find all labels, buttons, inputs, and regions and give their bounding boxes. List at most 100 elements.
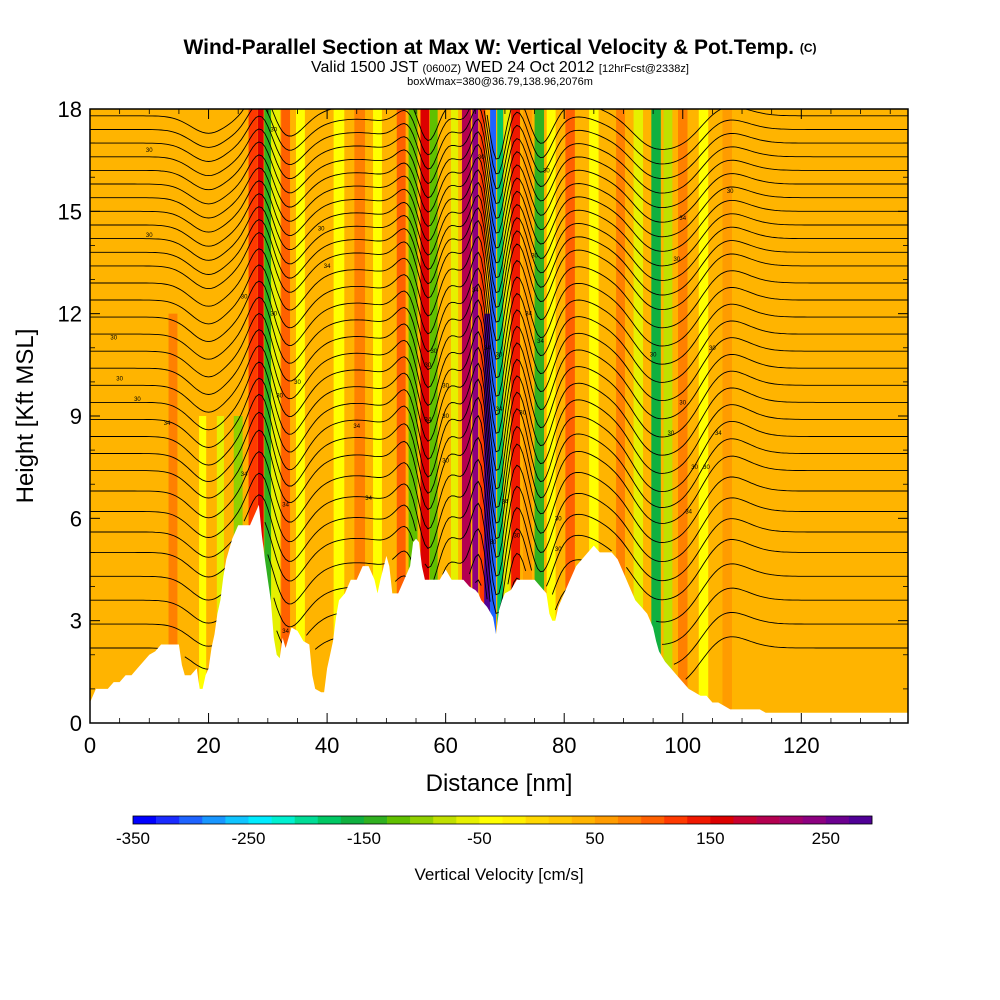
contour-label: 30 <box>442 458 449 464</box>
theta-contour <box>90 251 908 360</box>
contour-label: 30 <box>430 349 437 355</box>
theta-contour <box>90 378 908 509</box>
velocity-band <box>257 109 264 723</box>
colorbar-swatch <box>710 816 734 824</box>
x-tick-label: 20 <box>196 733 220 758</box>
colorbar-swatch <box>594 816 619 824</box>
velocity-band <box>722 109 732 723</box>
theta-contour <box>90 553 908 645</box>
velocity-band <box>663 109 673 723</box>
colorbar-swatch <box>525 816 549 824</box>
x-tick-label: 60 <box>433 733 457 758</box>
contour-label: 30 <box>134 397 141 403</box>
contour-label: 34 <box>282 503 289 509</box>
velocity-band <box>762 109 781 723</box>
colorbar-swatch <box>271 816 295 824</box>
contour-label: 30 <box>691 465 698 471</box>
colorbar-swatch <box>179 816 203 824</box>
colorbar-swatch <box>825 816 850 824</box>
contour-label: 30 <box>110 336 117 342</box>
contour-label: 34 <box>365 496 372 502</box>
contour-label: 30 <box>318 226 325 232</box>
valid-time-utc: (0600Z) <box>422 63 462 75</box>
colorbar-swatch <box>687 816 711 824</box>
colorbar-swatch <box>433 816 457 824</box>
velocity-band <box>589 109 599 723</box>
contour-label: 30 <box>531 254 538 260</box>
contour-label: 30 <box>442 383 449 389</box>
contour-label: 30 <box>703 465 710 471</box>
colorbar: -350 -250 -150 -50 50 150 250 <box>116 815 873 848</box>
velocity-band <box>438 109 447 723</box>
colorbar-swatch <box>317 816 342 824</box>
colorbar-swatch <box>733 816 757 824</box>
velocity-band <box>472 109 479 723</box>
theta-contour <box>90 458 908 577</box>
theta-contour <box>90 314 908 434</box>
chart-title: Wind-Parallel Section at Max W: Vertical… <box>0 36 1000 60</box>
colorbar-swatch <box>641 816 665 824</box>
theta-contour <box>90 109 908 160</box>
colorbar-swatch <box>664 816 688 824</box>
contour-label: 30 <box>146 148 153 154</box>
theta-contour <box>90 528 908 623</box>
contour-label: 30 <box>679 400 686 406</box>
contour-label: 30 <box>270 312 277 318</box>
velocity-band <box>420 109 430 723</box>
theta-contour <box>90 118 908 205</box>
contour-label: 34 <box>496 407 503 413</box>
potential-temperature-contours <box>90 109 908 680</box>
contour-label: 30 <box>513 533 520 539</box>
colorbar-swatch <box>802 816 827 824</box>
contour-label: 30 <box>668 431 675 437</box>
box-info: boxWmax=380@36.79,138.96,2076m <box>407 76 593 88</box>
contour-label: 30 <box>116 376 123 382</box>
velocity-band <box>216 416 224 723</box>
contour-label: 34 <box>282 629 289 635</box>
theta-contour <box>90 414 908 540</box>
theta-contour <box>90 362 908 490</box>
colorbar-tick-label: -50 <box>467 829 492 848</box>
colorbar-swatch <box>133 816 157 824</box>
contour-label: 34 <box>484 346 491 352</box>
velocity-band <box>408 109 418 723</box>
contour-label: 30 <box>555 547 562 553</box>
velocity-band <box>264 109 272 723</box>
copyright-mark: (C) <box>799 41 817 55</box>
colorbar-tick-label: -350 <box>116 829 150 848</box>
velocity-band <box>523 109 532 723</box>
colorbar-swatch <box>387 816 411 824</box>
contour-label: 30 <box>442 414 449 420</box>
theta-contour <box>90 181 908 279</box>
theta-contour <box>90 636 908 680</box>
velocity-band <box>295 109 305 723</box>
velocity-band <box>503 109 510 723</box>
colorbar-swatch <box>848 816 873 824</box>
theta-contour <box>90 156 908 249</box>
velocity-band <box>511 109 521 723</box>
colorbar-swatch <box>340 816 365 824</box>
contour-label: 34 <box>679 216 686 222</box>
colorbar-tick-label: -250 <box>231 829 265 848</box>
velocity-band <box>497 109 504 723</box>
valid-date: WED 24 Oct 2012 <box>465 59 595 76</box>
velocity-band <box>651 109 661 723</box>
chart-subtitle: Valid 1500 JST (0600Z) WED 24 Oct 2012 [… <box>0 60 1000 77</box>
colorbar-swatch <box>202 816 226 824</box>
theta-contour <box>90 299 908 416</box>
contour-label: 34 <box>353 424 360 430</box>
contour-label: 30 <box>425 363 432 369</box>
theta-contour <box>90 143 908 234</box>
colorbar-swatch <box>479 816 503 824</box>
y-tick-label: 18 <box>58 97 82 122</box>
colorbar-swatch <box>571 816 596 824</box>
contour-label: 34 <box>472 288 479 294</box>
contour-label: 30 <box>496 353 503 359</box>
colorbar-swatch <box>502 816 526 824</box>
colorbar-swatch <box>225 816 249 824</box>
velocity-band <box>616 109 625 723</box>
y-tick-label: 15 <box>58 199 82 224</box>
contour-label: 30 <box>146 233 153 239</box>
theta-contour <box>90 131 908 219</box>
theta-contour <box>90 194 908 294</box>
